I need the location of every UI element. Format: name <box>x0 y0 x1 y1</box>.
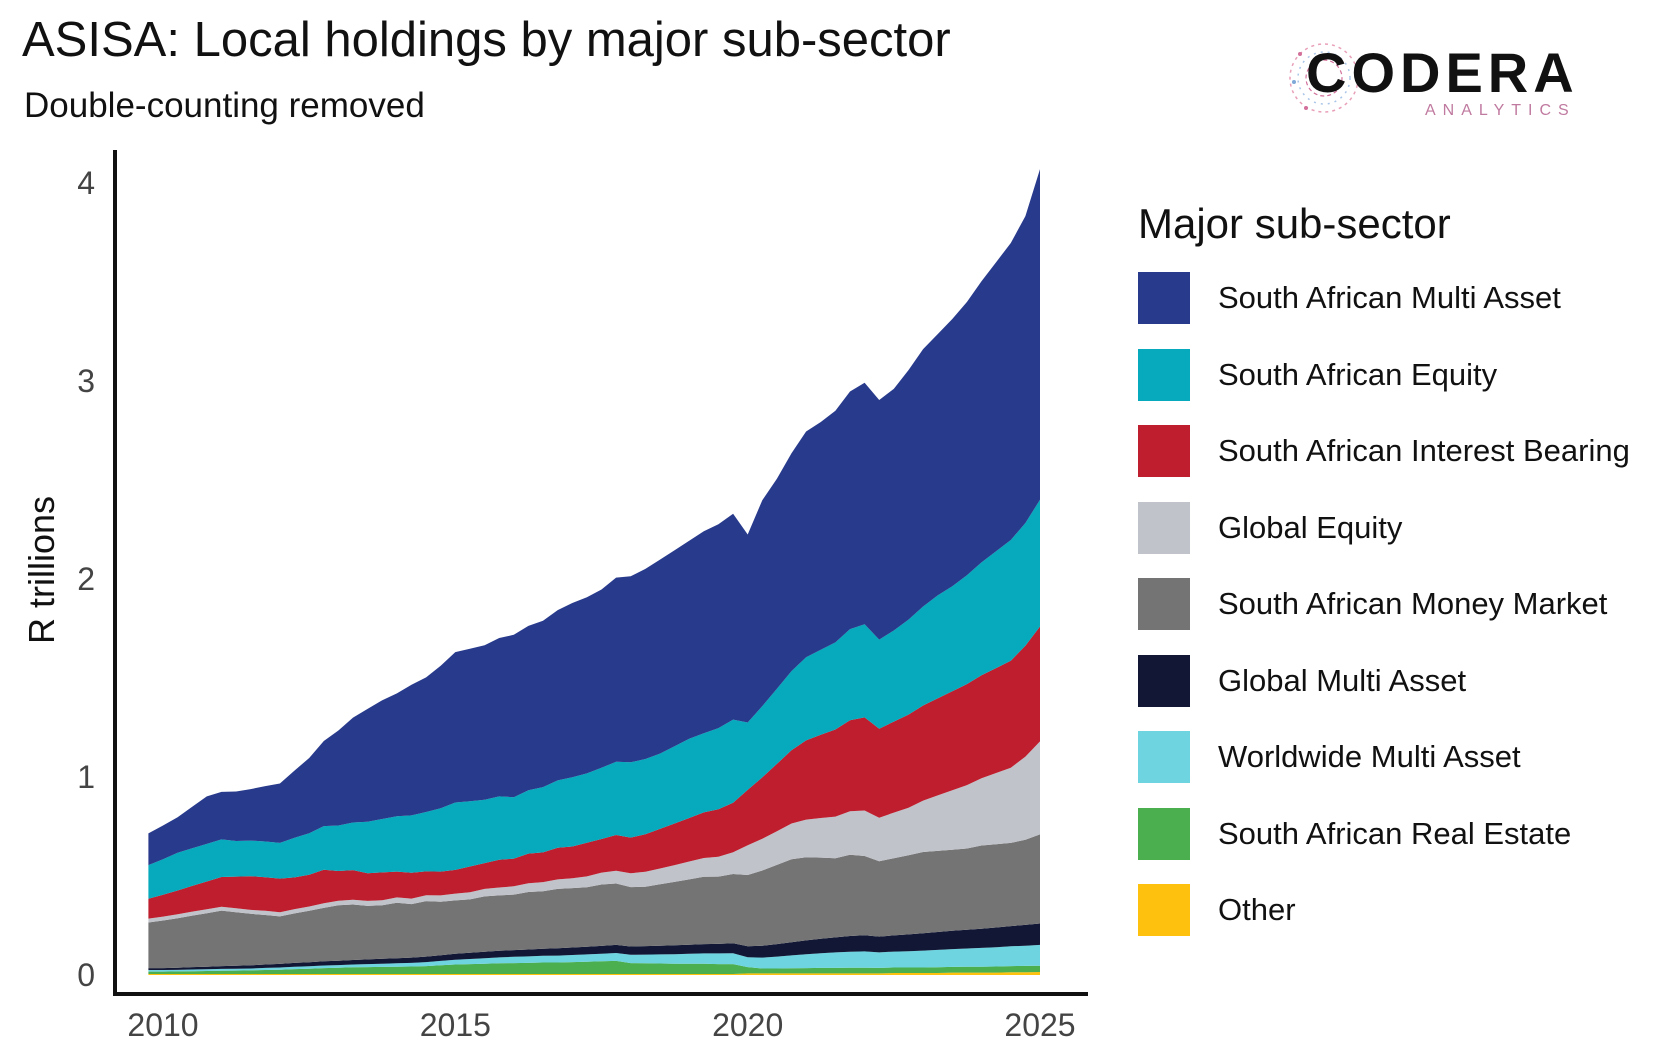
legend-item: Global Equity <box>1138 501 1403 554</box>
legend-swatch <box>1138 654 1190 707</box>
y-tick-label: 0 <box>77 957 95 993</box>
legend-label: South African Money Market <box>1218 586 1608 621</box>
legend-item: South African Interest Bearing <box>1138 425 1630 477</box>
legend-label: South African Equity <box>1218 356 1498 392</box>
logo-mark-icon <box>1289 43 1359 113</box>
legend-title: Major sub-sector <box>1138 200 1451 247</box>
legend-swatch <box>1138 272 1190 324</box>
x-tick-label: 2015 <box>420 1007 491 1043</box>
legend-swatch <box>1138 348 1190 401</box>
legend-label: Other <box>1218 892 1296 927</box>
logo-subtext: ANALYTICS <box>1425 102 1576 119</box>
legend-label: South African Multi Asset <box>1218 280 1561 315</box>
y-tick-label: 3 <box>77 363 95 399</box>
legend-label: Worldwide Multi Asset <box>1218 739 1521 774</box>
area-other <box>148 972 1040 975</box>
legend-swatch <box>1138 578 1190 630</box>
y-tick-label: 2 <box>77 561 95 597</box>
legend-swatch <box>1138 731 1190 783</box>
logo-wordmark: CODERA <box>1306 41 1579 104</box>
area-south-african-interest-bearing <box>148 626 1040 919</box>
legend-item: Global Multi Asset <box>1138 654 1467 707</box>
area-global-equity <box>148 741 1040 923</box>
area-global-multi-asset <box>148 923 1040 970</box>
legend-label: Global Multi Asset <box>1218 662 1467 698</box>
legend-item: South African Equity <box>1138 348 1498 401</box>
y-tick-label: 4 <box>77 165 95 201</box>
legend-label: South African Real Estate <box>1218 815 1572 851</box>
legend-swatch <box>1138 501 1190 554</box>
x-tick-label: 2025 <box>1004 1007 1075 1043</box>
legend-item: South African Money Market <box>1138 578 1607 630</box>
area-south-african-real-estate <box>148 960 1040 974</box>
legend-item: Other <box>1138 884 1296 936</box>
legend-item: South African Real Estate <box>1138 807 1572 860</box>
area-south-african-equity <box>148 499 1040 899</box>
y-tick-label: 1 <box>77 759 95 795</box>
x-tick-label: 2020 <box>712 1007 783 1043</box>
legend-label: Global Equity <box>1218 509 1403 545</box>
area-south-african-money-market <box>148 834 1040 969</box>
codera-logo: CODERA ANALYTICS <box>1280 20 1580 130</box>
chart-title: ASISA: Local holdings by major sub-secto… <box>22 13 951 67</box>
stacked-areas <box>148 169 1040 975</box>
legend-swatch <box>1138 807 1190 860</box>
legend-swatch <box>1138 884 1190 936</box>
area-worldwide-multi-asset <box>148 944 1040 972</box>
chart-subtitle: Double-counting removed <box>24 86 425 125</box>
legend-swatch <box>1138 425 1190 477</box>
axes: 0 1 2 3 4 2010 2015 2020 2025 <box>77 150 1088 1043</box>
legend-item: Worldwide Multi Asset <box>1138 731 1521 783</box>
legend-item: South African Multi Asset <box>1138 272 1561 324</box>
x-tick-label: 2010 <box>127 1007 198 1043</box>
legend-label: South African Interest Bearing <box>1218 433 1630 468</box>
area-south-african-multi-asset <box>148 169 1040 866</box>
